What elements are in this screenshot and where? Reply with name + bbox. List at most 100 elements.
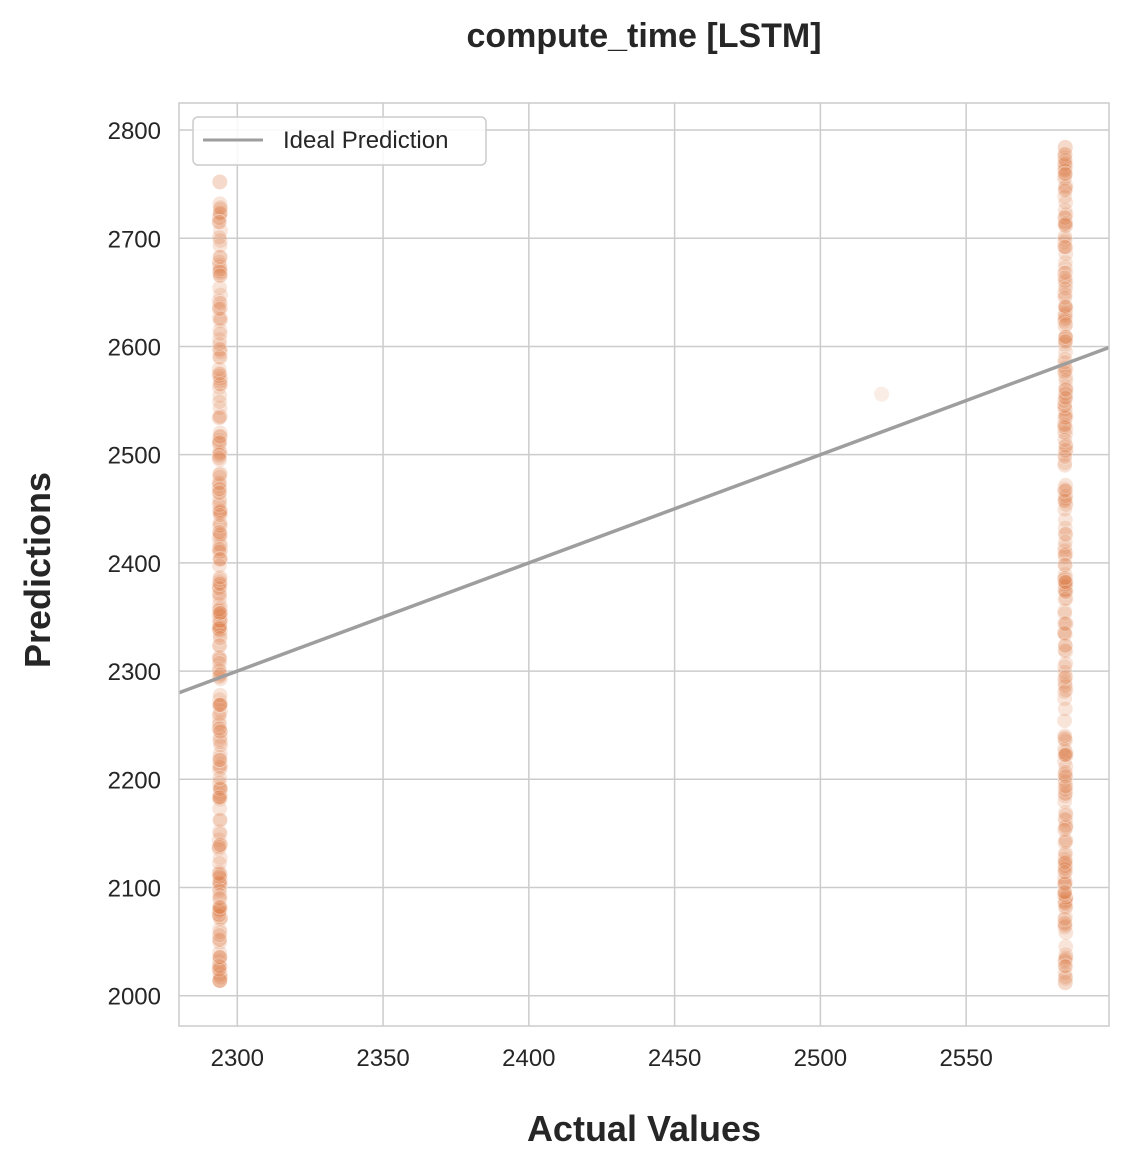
scatter-point bbox=[1057, 946, 1074, 963]
scatter-point bbox=[1057, 300, 1074, 317]
scatter-point bbox=[1056, 603, 1073, 619]
scatter-point bbox=[211, 265, 228, 281]
scatter-point bbox=[212, 424, 229, 441]
scatter-point bbox=[212, 630, 229, 647]
scatter-point bbox=[211, 365, 228, 382]
scatter-point bbox=[212, 205, 229, 222]
scatter-point bbox=[212, 541, 229, 558]
scatter-point bbox=[1056, 855, 1073, 871]
y-tick-label: 2100 bbox=[108, 875, 161, 902]
scatter-point bbox=[1057, 917, 1074, 934]
scatter-point bbox=[211, 921, 228, 938]
scatter-point bbox=[1058, 496, 1074, 513]
scatter-point bbox=[1057, 637, 1074, 654]
scatter-point bbox=[1056, 572, 1073, 588]
scatter-point bbox=[1057, 874, 1073, 891]
scatter-point bbox=[211, 590, 228, 607]
scatter-point bbox=[1057, 832, 1074, 848]
scatter-point bbox=[211, 882, 228, 899]
scatter-point bbox=[211, 716, 228, 733]
scatter-point bbox=[1057, 409, 1074, 426]
scatter-point bbox=[211, 778, 228, 795]
scatter-point bbox=[1056, 397, 1073, 414]
scatter-point bbox=[211, 550, 228, 567]
scatter-point bbox=[1057, 385, 1074, 402]
scatter-point bbox=[211, 927, 228, 944]
scatter-point bbox=[1057, 166, 1074, 182]
scatter-point bbox=[1056, 146, 1073, 163]
scatter-point bbox=[211, 618, 228, 635]
y-tick-label: 2800 bbox=[108, 118, 161, 145]
scatter-point bbox=[1056, 313, 1073, 330]
scatter-point bbox=[1057, 861, 1073, 877]
scatter-point bbox=[211, 576, 228, 592]
scatter-point bbox=[1056, 875, 1073, 892]
scatter-point bbox=[1056, 419, 1073, 435]
scatter-point bbox=[1056, 424, 1073, 441]
scatter-point bbox=[1057, 280, 1074, 297]
scatter-point bbox=[1057, 773, 1074, 790]
scatter-point bbox=[212, 400, 228, 416]
scatter-point bbox=[1056, 542, 1073, 559]
scatter-point bbox=[1057, 286, 1074, 303]
scatter-point bbox=[212, 375, 228, 392]
scatter-point bbox=[1056, 673, 1073, 690]
scatter-point bbox=[212, 782, 229, 798]
scatter-point bbox=[1056, 793, 1073, 810]
scatter-point bbox=[211, 868, 228, 885]
scatter-point bbox=[1056, 753, 1073, 770]
scatter-point bbox=[211, 605, 228, 622]
scatter-point bbox=[211, 890, 228, 907]
scatter-point bbox=[1057, 582, 1074, 599]
scatter-point bbox=[212, 909, 229, 925]
scatter-point bbox=[212, 608, 229, 625]
scatter-point bbox=[211, 637, 228, 654]
scatter-point bbox=[211, 485, 228, 502]
scatter-point bbox=[211, 891, 228, 908]
scatter-point bbox=[1057, 958, 1074, 975]
scatter-point bbox=[1057, 833, 1074, 850]
scatter-point bbox=[1056, 876, 1073, 893]
scatter-point bbox=[1057, 845, 1074, 861]
scatter-point bbox=[211, 214, 228, 231]
scatter-point bbox=[211, 206, 228, 223]
scatter-point bbox=[1058, 381, 1074, 398]
scatter-point bbox=[212, 543, 229, 560]
scatter-point bbox=[1057, 477, 1074, 494]
scatter-point bbox=[1057, 682, 1074, 699]
scatter-point bbox=[1057, 643, 1074, 660]
scatter-point bbox=[211, 752, 228, 768]
x-tick-label: 2450 bbox=[648, 1045, 701, 1072]
scatter-point bbox=[212, 696, 229, 713]
scatter-point bbox=[211, 789, 228, 806]
scatter-point bbox=[211, 931, 228, 948]
scatter-point bbox=[1057, 626, 1074, 643]
scatter-point bbox=[212, 836, 229, 853]
scatter-point bbox=[1057, 215, 1074, 232]
scatter-point bbox=[1057, 217, 1074, 234]
scatter-point bbox=[1058, 442, 1074, 459]
scatter-point bbox=[212, 376, 229, 393]
scatter-point bbox=[1056, 850, 1073, 867]
scatter-point bbox=[1057, 511, 1074, 528]
scatter-point bbox=[211, 714, 228, 731]
scatter-point bbox=[1058, 817, 1074, 834]
scatter-point bbox=[1057, 181, 1074, 197]
scatter-point bbox=[1056, 684, 1073, 700]
scatter-point bbox=[211, 616, 228, 633]
scatter-point bbox=[211, 972, 228, 989]
scatter-point bbox=[212, 507, 229, 524]
scatter-point bbox=[1057, 318, 1073, 335]
scatter-point bbox=[212, 728, 229, 745]
scatter-point bbox=[1058, 806, 1074, 823]
scatter-point bbox=[211, 529, 228, 546]
scatter-point bbox=[211, 504, 228, 521]
scatter-point bbox=[1058, 744, 1074, 761]
scatter-point bbox=[1056, 915, 1073, 932]
scatter-point bbox=[1057, 768, 1074, 785]
scatter-point bbox=[212, 201, 229, 218]
scatter-point bbox=[1056, 284, 1073, 301]
scatter-point bbox=[211, 447, 228, 464]
scatter-point bbox=[212, 695, 229, 712]
scatter-point bbox=[1057, 853, 1074, 870]
